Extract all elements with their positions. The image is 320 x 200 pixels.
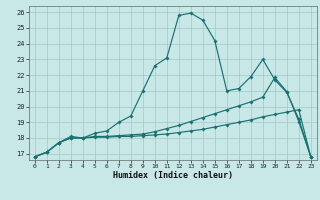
X-axis label: Humidex (Indice chaleur): Humidex (Indice chaleur) xyxy=(113,171,233,180)
